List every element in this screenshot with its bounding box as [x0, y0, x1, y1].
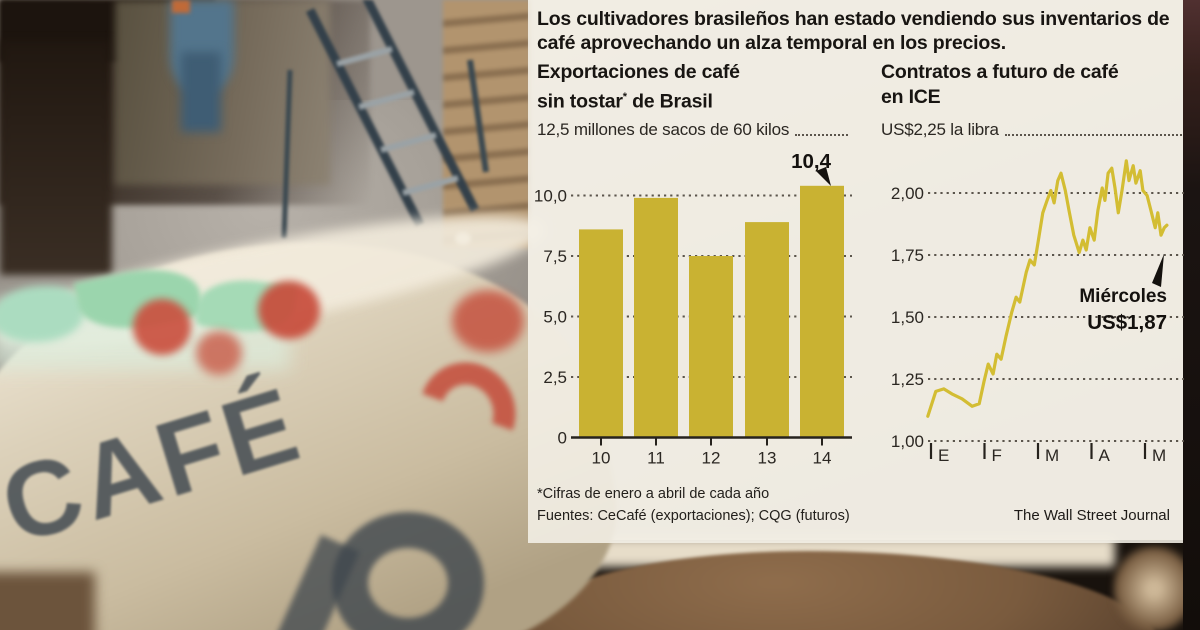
svg-text:1,00: 1,00	[891, 432, 924, 451]
futures-title-line1: Contratos a futuro de café	[881, 61, 1119, 83]
svg-text:12: 12	[702, 449, 721, 468]
bar-14	[800, 185, 844, 438]
rolling-ladder	[281, 0, 489, 239]
svg-text:11: 11	[647, 449, 665, 468]
worker-legs	[181, 52, 221, 132]
chart-footnote: *Cifras de enero a abril de cada año	[537, 486, 770, 502]
dotted-gridline	[1004, 134, 1182, 136]
svg-text:5,0: 5,0	[543, 308, 567, 327]
bottom-left-shadow	[0, 572, 95, 630]
line-callout: Miércoles US$1,87	[1079, 254, 1167, 334]
exports-chart-subtitle: 12,5 millones de sacos de 60 kilos	[537, 120, 850, 140]
bar-12	[689, 256, 733, 438]
bar-13	[745, 222, 789, 438]
red-berry-print	[258, 281, 320, 339]
futures-chart-subtitle: US$2,25 la libra	[881, 120, 1184, 140]
svg-text:M: M	[1045, 446, 1059, 465]
svg-text:Miércoles: Miércoles	[1079, 286, 1167, 307]
callout-arrow-icon	[1152, 254, 1164, 287]
coffee-sack-stack	[443, 0, 530, 248]
bar-grid: 0 2,5 5,0 7,5 10,0	[534, 187, 852, 448]
callout-arrow-icon	[816, 167, 831, 186]
svg-text:1,50: 1,50	[891, 308, 924, 327]
line-grid: 1,00 1,25 1,50 1,75 2,00	[891, 184, 1184, 451]
bars	[579, 185, 844, 438]
svg-text:10: 10	[592, 449, 611, 468]
svg-text:10,0: 10,0	[534, 187, 567, 206]
sack-frayed-edge	[1112, 545, 1196, 630]
futures-axis-max: US$2,25	[881, 120, 946, 139]
bar-11	[634, 197, 678, 438]
bar-10	[579, 229, 623, 438]
svg-text:7,5: 7,5	[543, 247, 567, 266]
price-line	[926, 159, 1169, 418]
exports-bar-chart: 0 2,5 5,0 7,5 10,0 10 11 12 13 14 10,4	[534, 150, 852, 468]
red-berry-print	[133, 299, 191, 355]
green-leaf-print	[0, 286, 84, 342]
orange-detail	[172, 0, 190, 13]
futures-line-chart: 1,00 1,25 1,50 1,75 2,00 E F M A M Miércoles US$1,8…	[891, 159, 1184, 465]
publication-credit: The Wall Street Journal	[1013, 507, 1170, 524]
photo-right-edge	[1183, 0, 1200, 630]
svg-text:2,5: 2,5	[543, 368, 567, 387]
footnote-asterisk: *	[622, 91, 627, 103]
svg-text:US$1,87: US$1,87	[1087, 311, 1167, 334]
svg-text:A: A	[1099, 446, 1111, 465]
svg-text:1,75: 1,75	[891, 246, 924, 265]
exports-title-line2b: de Brasil	[626, 90, 713, 113]
red-berry-print	[196, 331, 242, 375]
dotted-gridline	[795, 134, 848, 136]
dark-shelving	[0, 40, 112, 275]
red-berry-print	[452, 290, 524, 352]
svg-text:10,4: 10,4	[791, 150, 831, 173]
exports-unit-label: millones de sacos de 60 kilos	[573, 120, 790, 139]
bar-callout: 10,4	[791, 150, 832, 186]
futures-chart-title: Contratos a futuro de café en ICE	[881, 60, 1187, 110]
headline: Los cultivadores brasileños han estado v…	[537, 8, 1170, 54]
exports-title-line2: sin tostar	[537, 90, 623, 113]
svg-text:14: 14	[813, 449, 832, 468]
svg-text:0: 0	[558, 429, 567, 448]
svg-text:M: M	[1152, 446, 1166, 465]
futures-title-line2: en ICE	[881, 86, 941, 108]
exports-title-line1: Exportaciones de café	[537, 61, 740, 83]
svg-text:F: F	[992, 446, 1002, 465]
svg-text:E: E	[938, 446, 949, 465]
svg-text:1,25: 1,25	[891, 370, 924, 389]
chart-sources: Fuentes: CeCafé (exportaciones); CQG (fu…	[537, 508, 850, 524]
exports-axis-max: 12,5	[537, 120, 570, 139]
svg-text:13: 13	[758, 449, 777, 468]
futures-unit-label: la libra	[950, 120, 999, 139]
exports-chart-title: Exportaciones de café sin tostar* de Bra…	[537, 60, 857, 115]
svg-text:2,00: 2,00	[891, 184, 924, 203]
